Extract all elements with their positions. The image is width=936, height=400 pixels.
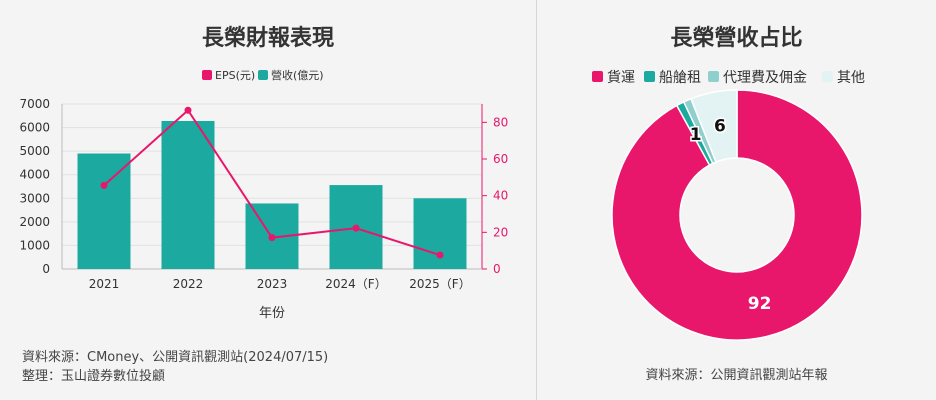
slice-value-label: 1 — [690, 125, 702, 145]
revenue-bar — [77, 153, 131, 269]
financial-chart-source: 資料來源：CMoney、公開資訊觀測站(2024/07/15) — [22, 350, 329, 365]
x-axis-title: 年份 — [259, 306, 285, 321]
financial-chart-credit: 整理：玉山證券數位投顧 — [22, 369, 166, 384]
slice-value-label: 92 — [748, 294, 772, 314]
y-left-tick-label: 4000 — [19, 168, 50, 182]
y-left-tick-label: 6000 — [19, 121, 50, 135]
revenue-share-panel: 長榮營收占比 貨運 船艙租 代理費及佣金 其他 92 1 6 資料來源：公開資訊觀測站年報 — [537, 0, 936, 400]
eps-point — [184, 106, 192, 114]
revenue-share-chart: 貨運 船艙租 代理費及佣金 其他 92 1 6 — [592, 69, 865, 341]
legend-swatch-2 — [708, 71, 719, 82]
eps-point — [268, 234, 276, 242]
x-tick-label: 2021 — [89, 277, 120, 291]
financial-chart: EPS(元) 營收(億元) 0 1000 2000 3000 4000 5000 6000 700… — [19, 68, 508, 321]
donut-slice — [611, 89, 863, 341]
y-left-tick-label: 2000 — [19, 215, 50, 229]
y-right-tick-label: 20 — [493, 225, 508, 239]
y-right-tick-label: 0 — [493, 262, 501, 276]
y-left-tick-label: 5000 — [19, 144, 50, 158]
y-left-tick-label: 3000 — [19, 191, 50, 205]
y-right-tick-label: 40 — [493, 189, 508, 203]
legend-label-2: 代理費及佣金 — [723, 70, 807, 86]
chart-legend: EPS(元) 營收(億元) — [202, 68, 324, 82]
financial-chart-title: 長榮財報表現 — [201, 26, 334, 51]
legend-swatch-revenue — [258, 70, 268, 80]
y-left-tick-label: 0 — [42, 262, 50, 276]
donut-slice — [690, 89, 738, 163]
panel-divider — [536, 0, 537, 400]
x-tick-label: 2023 — [257, 277, 288, 291]
legend-label-3: 其他 — [837, 70, 865, 86]
y-right-tick-label: 60 — [493, 152, 508, 166]
slice-value-label: 6 — [714, 117, 726, 137]
y-right-tick-label: 80 — [493, 115, 508, 129]
financial-performance-panel: 長榮財報表現 EPS(元) 營收(億元) 0 1000 2000 3000 4000 5000… — [19, 26, 508, 384]
x-tick-label: 2024（F） — [325, 277, 386, 291]
legend-swatch-eps — [202, 70, 212, 80]
x-tick-label: 2022 — [173, 277, 204, 291]
revenue-bar — [161, 120, 215, 269]
legend-swatch-1 — [644, 71, 655, 82]
eps-point — [100, 181, 108, 189]
legend-label-1: 船艙租 — [659, 70, 701, 86]
y-left-tick-label: 1000 — [19, 238, 50, 252]
legend-label-revenue: 營收(億元) — [271, 68, 324, 82]
revenue-share-title: 長榮營收占比 — [670, 26, 803, 51]
y-left-tick-label: 7000 — [19, 97, 50, 111]
x-tick-label: 2025（F） — [409, 277, 470, 291]
revenue-share-source: 資料來源：公開資訊觀測站年報 — [645, 368, 828, 383]
donut-legend: 貨運 船艙租 代理費及佣金 其他 — [592, 69, 865, 86]
eps-point — [436, 251, 444, 259]
legend-swatch-3 — [822, 71, 833, 82]
legend-label-0: 貨運 — [607, 69, 635, 86]
eps-point — [352, 224, 360, 232]
legend-swatch-0 — [592, 71, 603, 82]
legend-label-eps: EPS(元) — [215, 69, 255, 82]
